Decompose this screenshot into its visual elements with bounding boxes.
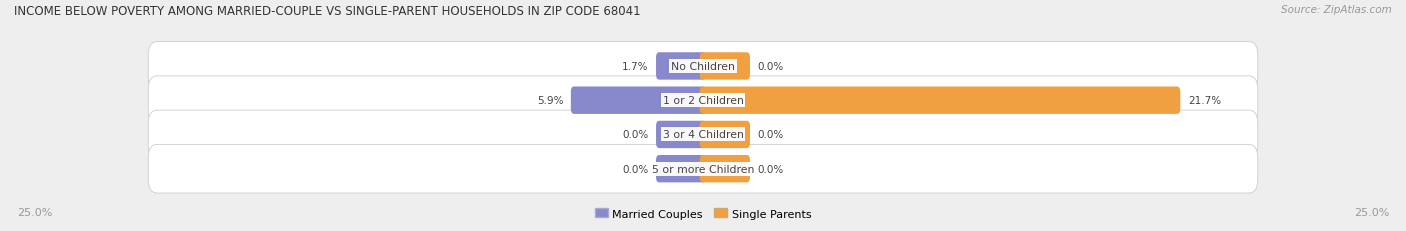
Text: 3 or 4 Children: 3 or 4 Children xyxy=(662,130,744,140)
FancyBboxPatch shape xyxy=(657,121,706,149)
Text: 5 or more Children: 5 or more Children xyxy=(652,164,754,174)
FancyBboxPatch shape xyxy=(148,145,1258,193)
Legend: Married Couples, Single Parents: Married Couples, Single Parents xyxy=(591,204,815,223)
Text: INCOME BELOW POVERTY AMONG MARRIED-COUPLE VS SINGLE-PARENT HOUSEHOLDS IN ZIP COD: INCOME BELOW POVERTY AMONG MARRIED-COUPL… xyxy=(14,5,641,18)
Text: 1.7%: 1.7% xyxy=(621,62,648,72)
Text: Source: ZipAtlas.com: Source: ZipAtlas.com xyxy=(1281,5,1392,15)
Text: 5.9%: 5.9% xyxy=(537,96,564,106)
FancyBboxPatch shape xyxy=(700,155,749,182)
Text: 25.0%: 25.0% xyxy=(1354,207,1389,217)
Text: 0.0%: 0.0% xyxy=(758,62,785,72)
FancyBboxPatch shape xyxy=(700,87,1180,114)
Text: 0.0%: 0.0% xyxy=(758,164,785,174)
Text: 0.0%: 0.0% xyxy=(621,130,648,140)
FancyBboxPatch shape xyxy=(657,53,706,80)
Text: 0.0%: 0.0% xyxy=(621,164,648,174)
FancyBboxPatch shape xyxy=(700,121,749,149)
FancyBboxPatch shape xyxy=(148,76,1258,125)
FancyBboxPatch shape xyxy=(148,43,1258,91)
Text: 1 or 2 Children: 1 or 2 Children xyxy=(662,96,744,106)
Text: 21.7%: 21.7% xyxy=(1188,96,1220,106)
Text: 25.0%: 25.0% xyxy=(17,207,52,217)
FancyBboxPatch shape xyxy=(571,87,706,114)
Text: 0.0%: 0.0% xyxy=(758,130,785,140)
FancyBboxPatch shape xyxy=(700,53,749,80)
FancyBboxPatch shape xyxy=(657,155,706,182)
Text: No Children: No Children xyxy=(671,62,735,72)
FancyBboxPatch shape xyxy=(148,111,1258,159)
